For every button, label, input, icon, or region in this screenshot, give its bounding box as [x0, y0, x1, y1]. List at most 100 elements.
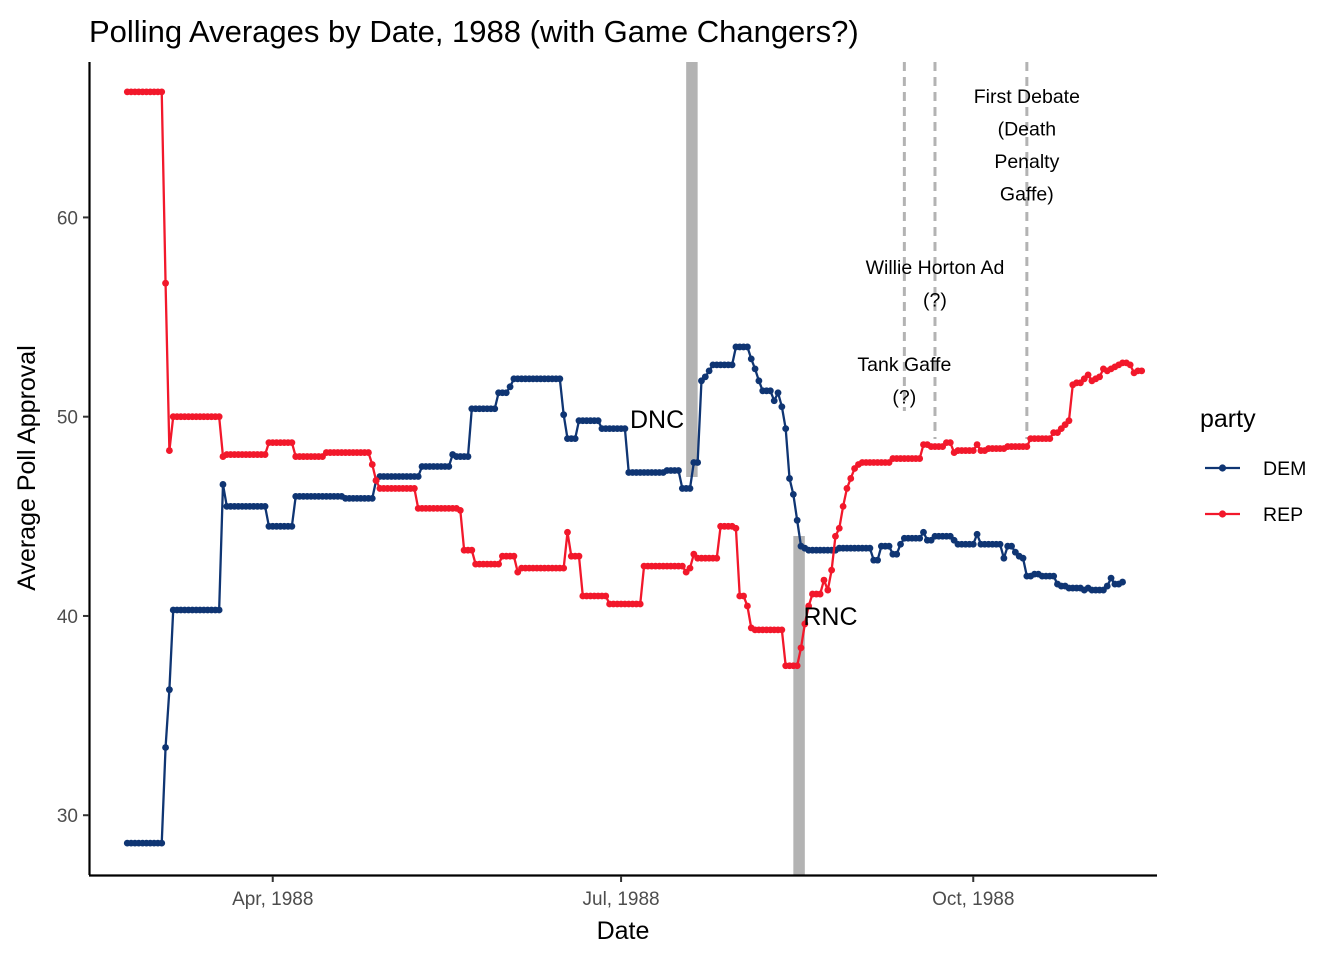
data-point-rep: [564, 528, 571, 536]
data-point-dem: [770, 397, 778, 405]
data-point-dem: [1119, 578, 1126, 586]
data-point-dem: [556, 375, 564, 383]
series-dem: [123, 343, 1126, 847]
y-tick-label: 40: [57, 607, 78, 628]
data-point-dem: [778, 403, 786, 411]
data-point-dem: [686, 485, 694, 492]
data-point-dem: [1103, 582, 1111, 590]
data-point-dem: [786, 475, 793, 482]
data-point-rep: [820, 576, 828, 584]
y-tick-label: 60: [57, 208, 78, 229]
data-point-rep: [797, 644, 805, 652]
data-point-rep: [946, 439, 954, 446]
data-point-dem: [793, 516, 801, 524]
series-rep: [123, 88, 1146, 670]
data-point-dem: [744, 343, 751, 351]
event-label-2-line-1: Willie Horton Ad: [866, 257, 1005, 279]
data-point-rep: [560, 564, 568, 572]
data-point-dem: [502, 389, 510, 397]
event-label-2-line-2: (?): [923, 290, 947, 312]
data-point-dem: [1050, 572, 1058, 580]
event-label-3-line-1: First Debate: [974, 86, 1080, 108]
data-point-dem: [973, 530, 981, 538]
data-point-rep: [372, 477, 380, 484]
data-point-dem: [728, 361, 736, 369]
event-label-3-line-3: Penalty: [994, 151, 1059, 173]
event-label-3-line-2: (Death: [998, 119, 1057, 141]
data-point-rep: [1096, 373, 1103, 381]
convention-bar-rnc: [793, 536, 805, 875]
data-point-dem: [215, 606, 223, 614]
data-point-rep: [1138, 367, 1146, 375]
data-point-dem: [969, 540, 977, 548]
legend-key-point: [1218, 464, 1227, 472]
x-tick-label: Oct, 1988: [932, 889, 1014, 910]
data-point-rep: [839, 502, 847, 510]
data-point-rep: [678, 562, 686, 570]
data-point-dem: [705, 367, 713, 375]
y-tick-label: 30: [57, 806, 78, 827]
data-point-rep: [1046, 435, 1054, 443]
data-point-dem: [1008, 542, 1015, 550]
legend-key-point: [1218, 510, 1227, 518]
series-line-rep: [127, 90, 1142, 667]
data-point-rep: [816, 590, 824, 598]
data-point-rep: [801, 620, 809, 628]
axes: [88, 62, 1157, 877]
data-point-rep: [158, 88, 166, 96]
data-point-rep: [973, 441, 981, 448]
convention-bars: [686, 62, 805, 875]
data-point-dem: [219, 481, 227, 488]
data-point-dem: [506, 383, 514, 391]
data-point-rep: [636, 600, 644, 608]
convention-bar-dnc: [686, 62, 698, 477]
legend-items: DEM REP: [1205, 458, 1306, 526]
data-point-rep: [805, 602, 813, 610]
legend-title: party: [1200, 405, 1256, 433]
data-point-dem: [751, 365, 759, 373]
data-point-dem: [755, 377, 763, 385]
data-point-rep: [828, 566, 836, 574]
data-point-dem: [621, 425, 629, 433]
data-point-dem: [782, 425, 790, 433]
chart-title: Polling Averages by Date, 1988 (with Gam…: [89, 14, 859, 49]
data-point-rep: [835, 524, 843, 532]
x-axis-ticks: Apr, 1988 Jul, 1988 Oct, 1988: [232, 876, 1014, 910]
data-point-dem: [1000, 554, 1008, 562]
data-point-rep: [288, 439, 296, 446]
data-point-dem: [261, 502, 269, 510]
data-point-rep: [916, 455, 924, 462]
data-point-dem: [491, 405, 499, 413]
x-axis-title: Date: [597, 917, 650, 945]
data-point-dem: [368, 494, 376, 502]
event-label-1-line-1: Tank Gaffe: [857, 354, 951, 376]
data-point-rep: [686, 564, 694, 572]
data-point-rep: [165, 447, 173, 454]
data-point-dem: [414, 473, 422, 480]
data-point-rep: [365, 449, 372, 456]
data-point-rep: [793, 662, 801, 670]
data-point-rep: [969, 447, 977, 454]
data-point-dem: [165, 686, 173, 694]
data-point-rep: [832, 532, 839, 540]
x-tick-label: Apr, 1988: [232, 889, 313, 910]
series-line-dem: [127, 345, 1124, 845]
data-point-rep: [778, 626, 786, 634]
data-point-rep: [368, 461, 376, 468]
data-point-dem: [701, 373, 709, 381]
data-point-rep: [261, 451, 269, 458]
event-label-1-line-2: (?): [892, 387, 916, 409]
data-point-dem: [996, 540, 1004, 548]
data-point-dem: [288, 522, 296, 530]
data-point-rep: [847, 475, 855, 482]
series-layer: [123, 88, 1146, 847]
data-point-rep: [495, 560, 502, 568]
legend-item-dem: DEM: [1205, 458, 1306, 480]
data-point-rep: [410, 485, 418, 492]
data-point-dem: [694, 459, 702, 466]
data-point-rep: [740, 592, 747, 600]
data-point-dem: [162, 744, 169, 751]
data-point-dem: [885, 542, 893, 550]
data-point-rep: [456, 506, 464, 514]
